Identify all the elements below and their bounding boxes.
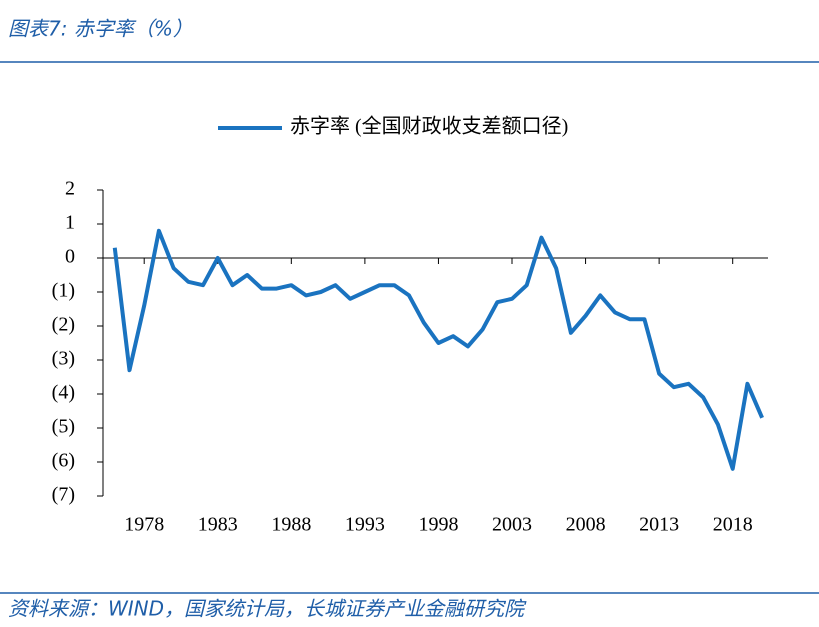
x-tick-label: 1993	[345, 514, 385, 536]
y-tick-label: 2	[65, 178, 75, 200]
y-tick-label: (4)	[52, 382, 75, 404]
y-tick-label: 0	[65, 246, 75, 268]
x-tick-label: 2013	[639, 514, 679, 536]
x-tick-label: 1998	[418, 514, 458, 536]
figure-title: 图表7: 赤字率（%）	[8, 17, 193, 41]
data-line	[112, 228, 764, 471]
x-tick-label: 2008	[566, 514, 606, 536]
x-tick-label: 1983	[198, 514, 238, 536]
source-note: 资料来源：WIND，国家统计局，长城证券产业金融研究院	[8, 597, 527, 621]
y-tick-label: (6)	[52, 450, 75, 472]
legend-label: 赤字率 (全国财政收支差额口径)	[290, 115, 568, 138]
y-tick-label: 1	[65, 212, 75, 234]
x-tick-label: 2003	[492, 514, 532, 536]
y-tick-label: (1)	[52, 280, 75, 302]
x-tick-label: 2018	[713, 514, 753, 536]
x-tick-label: 1988	[271, 514, 311, 536]
y-tick-label: (2)	[52, 314, 75, 336]
x-tick-label: 1978	[124, 514, 164, 536]
y-tick-label: (3)	[52, 348, 75, 370]
y-tick-label: (7)	[52, 484, 75, 506]
y-tick-label: (5)	[52, 416, 75, 438]
